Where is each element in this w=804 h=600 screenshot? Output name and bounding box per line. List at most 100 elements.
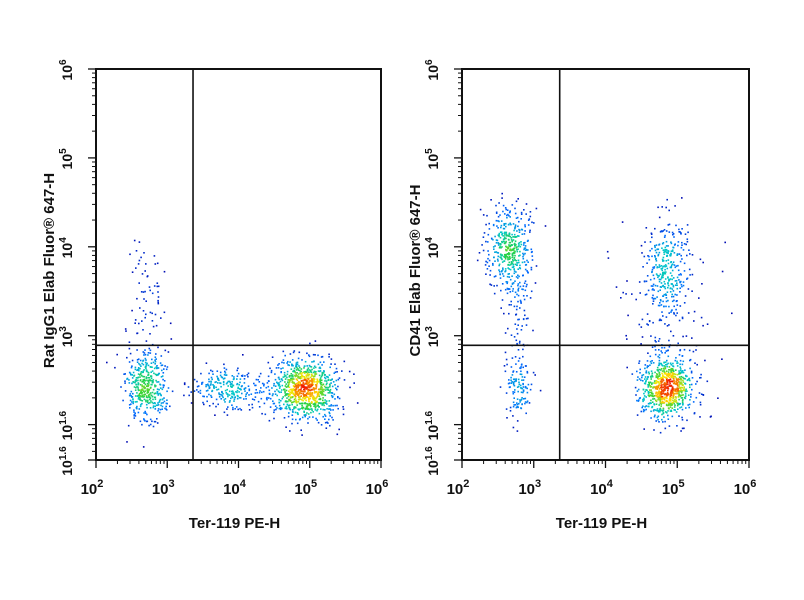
event-dot [130, 373, 132, 376]
event-dot [302, 375, 304, 378]
event-dot [136, 407, 138, 410]
event-dot [210, 383, 212, 385]
event-dot [145, 263, 147, 265]
event-dot [298, 396, 300, 399]
event-dot [679, 287, 681, 289]
event-dot [146, 382, 149, 385]
event-dot [313, 392, 316, 394]
event-dot [311, 397, 314, 399]
event-dot [657, 378, 660, 380]
event-dot [513, 305, 516, 308]
event-dot [155, 385, 157, 387]
event-dot [662, 378, 664, 380]
event-dot [141, 362, 143, 365]
event-dot [696, 363, 698, 366]
event-dot [664, 234, 666, 237]
event-dot [681, 384, 684, 387]
event-dot [667, 355, 670, 358]
event-dot [532, 329, 534, 332]
event-dot [292, 370, 294, 373]
event-dot [508, 252, 510, 254]
event-dot [642, 388, 645, 391]
event-dot [312, 403, 315, 405]
event-dot [671, 288, 674, 290]
event-dot [128, 341, 131, 343]
event-dot [294, 390, 297, 392]
event-dot [654, 255, 656, 257]
event-dot [652, 386, 655, 388]
event-dot [321, 384, 324, 386]
event-dot [636, 370, 638, 373]
event-dot [657, 415, 660, 418]
event-dot [652, 303, 654, 305]
event-dot [647, 324, 649, 326]
event-dot [145, 313, 147, 316]
event-dot [144, 361, 147, 364]
event-dot [646, 389, 648, 392]
event-dot [644, 294, 647, 296]
event-dot [664, 287, 667, 290]
event-dot [321, 374, 323, 377]
event-dot [139, 307, 141, 309]
event-dot [265, 397, 268, 400]
event-dot [146, 362, 148, 365]
event-dot [494, 260, 496, 262]
event-dot [304, 407, 307, 410]
event-dot [154, 360, 157, 363]
event-dot [528, 218, 531, 220]
event-dot [290, 368, 293, 370]
event-dot [274, 390, 276, 393]
event-dot [522, 348, 524, 351]
event-dot [321, 373, 324, 376]
event-dot [145, 369, 148, 371]
event-dot [131, 359, 134, 362]
event-dot [497, 242, 500, 244]
event-dot [296, 412, 299, 414]
event-dot [494, 235, 496, 238]
event-dot [651, 383, 653, 385]
event-dot [321, 390, 323, 393]
event-dot [150, 392, 152, 394]
event-dot [661, 393, 663, 395]
event-dot [318, 402, 321, 404]
event-dot [519, 285, 522, 288]
event-dot [669, 362, 672, 365]
event-dot [639, 292, 641, 294]
event-dot [273, 382, 275, 385]
event-dot [138, 369, 140, 372]
event-dot [665, 377, 667, 379]
event-dot [665, 230, 668, 232]
event-dot [131, 401, 133, 403]
event-dot [526, 400, 529, 402]
event-dot [524, 241, 526, 244]
event-dot [296, 375, 299, 377]
event-dot [280, 371, 282, 373]
event-dot [678, 279, 680, 281]
event-dot [297, 376, 299, 379]
event-dot [148, 424, 150, 427]
event-dot [668, 231, 671, 233]
event-dot [670, 409, 672, 412]
event-dot [666, 373, 668, 376]
event-dot [670, 398, 672, 401]
event-dot [297, 389, 300, 391]
event-dot [128, 347, 131, 350]
event-dot [333, 372, 336, 374]
event-dot [508, 233, 510, 235]
event-dot [671, 293, 673, 296]
event-dot [271, 387, 273, 389]
event-dot [659, 431, 662, 434]
event-dot [672, 290, 675, 292]
event-dot [296, 393, 298, 395]
event-dot [527, 383, 530, 386]
event-dot [287, 360, 289, 363]
event-dot [248, 404, 250, 406]
event-dot [678, 403, 681, 406]
event-dot [322, 401, 325, 404]
event-dot [669, 291, 672, 293]
event-dot [512, 371, 514, 373]
event-dot [500, 289, 502, 292]
event-dot [517, 283, 520, 285]
event-dot [510, 262, 513, 265]
event-dot [208, 393, 210, 396]
